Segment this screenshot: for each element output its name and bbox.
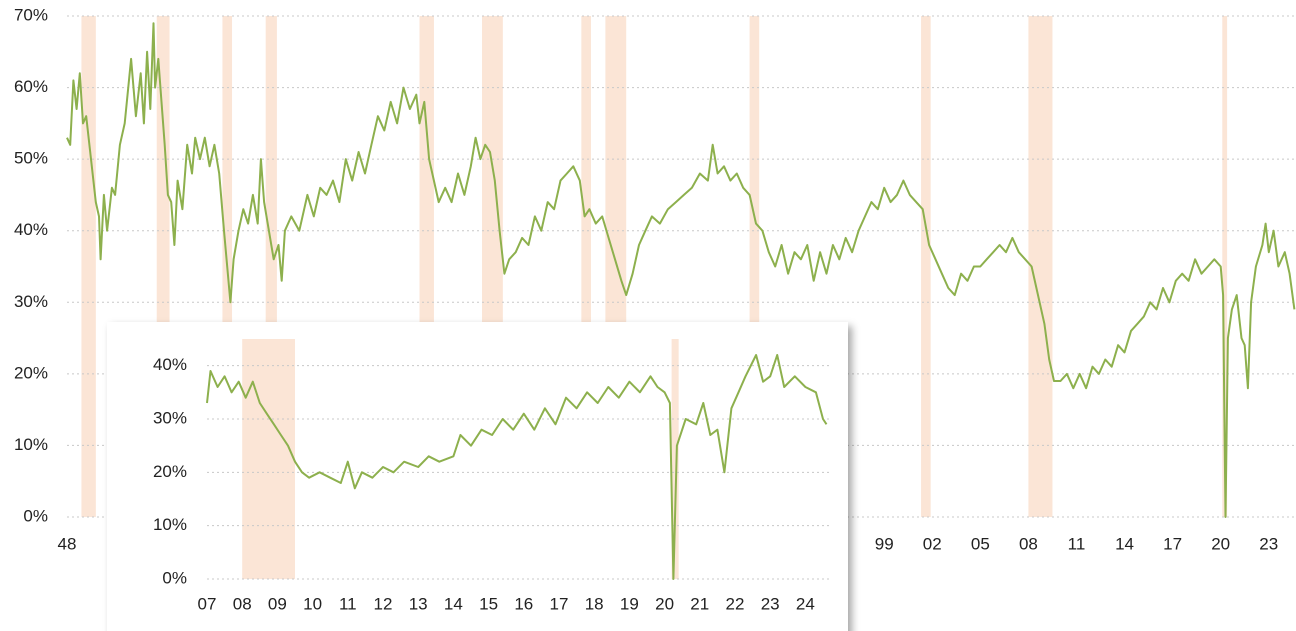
y-tick-label: 20% — [14, 363, 48, 382]
y-tick-label: 30% — [14, 292, 48, 311]
x-tick-label: 23 — [1259, 534, 1278, 553]
x-tick-label: 10 — [303, 594, 322, 613]
x-tick-label: 14 — [444, 594, 463, 613]
x-tick-label: 99 — [875, 534, 894, 553]
x-tick-label: 24 — [796, 594, 815, 613]
shaded-period — [581, 16, 591, 517]
series-line — [66, 22, 1296, 518]
shaded-period — [1222, 16, 1228, 517]
y-tick-label: 40% — [153, 355, 187, 374]
inset-box — [107, 322, 848, 631]
x-tick-label: 02 — [923, 534, 942, 553]
y-tick-label: 70% — [14, 5, 48, 24]
shaded-period — [671, 339, 679, 579]
series-line — [206, 354, 828, 580]
x-tick-label: 23 — [761, 594, 780, 613]
y-tick-label: 60% — [14, 77, 48, 96]
x-tick-label: 22 — [726, 594, 745, 613]
shaded-period — [242, 339, 295, 579]
x-tick-label: 12 — [374, 594, 393, 613]
x-tick-label: 11 — [1068, 534, 1086, 553]
inset-chart: 0% 10% 20% 30% 40% 07 08 09 10 11 12 13 14 15 16 17 18 19… — [153, 339, 830, 613]
y-tick-label: 50% — [14, 149, 48, 168]
x-tick-label: 48 — [58, 534, 77, 553]
x-tick-label: 05 — [971, 534, 990, 553]
x-tick-label: 13 — [409, 594, 428, 613]
y-tick-label: 10% — [14, 435, 48, 454]
x-tick-label: 19 — [620, 594, 639, 613]
y-tick-label: 30% — [153, 408, 187, 427]
x-tick-label: 17 — [1163, 534, 1182, 553]
x-tick-label: 08 — [233, 594, 252, 613]
x-tick-label: 11 — [339, 594, 357, 613]
y-tick-label: 40% — [14, 220, 48, 239]
y-tick-label: 10% — [153, 515, 187, 534]
x-tick-label: 09 — [268, 594, 287, 613]
shaded-period — [921, 16, 931, 517]
x-tick-label: 20 — [1211, 534, 1230, 553]
x-tick-label: 18 — [585, 594, 604, 613]
shaded-period — [265, 16, 277, 517]
y-tick-label: 20% — [153, 462, 187, 481]
x-tick-label: 21 — [690, 594, 709, 613]
y-tick-label: 0% — [162, 568, 187, 587]
shaded-period — [749, 16, 760, 517]
x-tick-label: 14 — [1115, 534, 1134, 553]
x-tick-label: 16 — [514, 594, 533, 613]
x-tick-label: 17 — [550, 594, 569, 613]
x-tick-label: 08 — [1019, 534, 1038, 553]
y-tick-label: 0% — [23, 506, 48, 525]
x-tick-label: 07 — [198, 594, 217, 613]
x-tick-label: 15 — [479, 594, 498, 613]
shaded-period — [81, 16, 96, 517]
x-tick-label: 20 — [655, 594, 674, 613]
